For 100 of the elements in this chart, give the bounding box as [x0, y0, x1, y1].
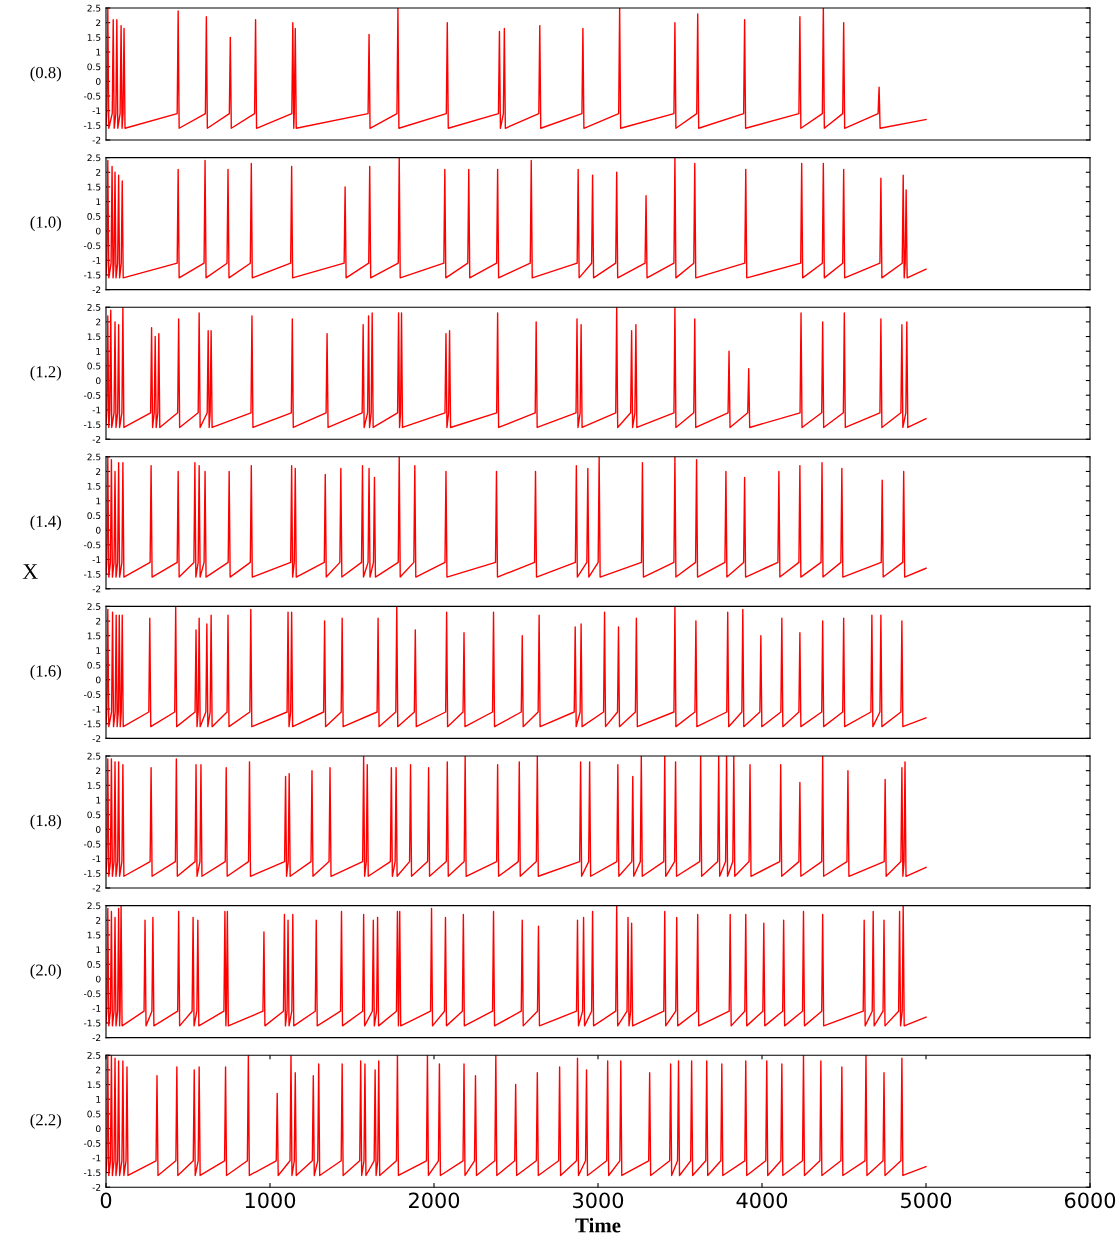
y-tick-label: 0	[95, 526, 101, 534]
y-tick-label: -2	[92, 136, 101, 144]
y-tick-label: 0.5	[87, 213, 101, 220]
y-tick-label: -2	[92, 1034, 101, 1042]
y-tick-label: 2.5	[87, 4, 101, 12]
y-tick-label: -1.5	[83, 720, 101, 728]
y-tick-label: -1	[92, 556, 101, 563]
y-tick-label: -1	[92, 107, 101, 115]
y-tick-label: -0.5	[83, 541, 101, 549]
y-tick-label: 1	[96, 48, 101, 56]
x-tick-label: 2000	[409, 1192, 460, 1209]
y-tick-label: 2.5	[87, 902, 101, 910]
y-tick-label: 0.5	[87, 512, 101, 520]
x-tick-label: 1000	[245, 1192, 296, 1209]
y-tick-label: -1	[92, 257, 101, 264]
y-tick-label: -0.5	[83, 92, 101, 100]
y-tick-label: -2	[92, 286, 101, 294]
y-tick-label: -1.5	[83, 421, 101, 429]
y-tick-label: 2.5	[87, 303, 101, 311]
y-tick-label: 2	[96, 1066, 101, 1074]
y-tick-label: 1	[96, 1096, 101, 1103]
y-tick-label: 0	[95, 1125, 101, 1133]
y-tick-label: 2.5	[87, 752, 101, 760]
y-tick-label: 2	[96, 767, 101, 775]
y-tick-label: 1	[96, 348, 101, 355]
y-tick-label: 0.5	[87, 961, 101, 968]
y-tick-label: -1.5	[83, 271, 101, 279]
y-tick-label: -1	[92, 1005, 101, 1012]
y-tick-label: -0.5	[83, 242, 101, 250]
y-tick-label: 1.5	[87, 931, 101, 939]
y-tick-label: 2	[96, 468, 101, 475]
y-axis-title: (1.0)	[30, 216, 61, 232]
y-tick-label: 2	[96, 169, 101, 176]
x-tick-label: 3000	[573, 1192, 624, 1209]
y-tick-label: -1	[92, 1154, 101, 1162]
line-series	[106, 1055, 927, 1177]
y-axis-title: (2.2)	[30, 1113, 61, 1129]
y-tick-label: 2.5	[87, 1051, 101, 1059]
y-tick-label: 0	[95, 377, 101, 385]
x-axis-title: Time	[575, 1217, 621, 1233]
y-tick-label: -2	[92, 735, 101, 742]
y-tick-label: 0.5	[87, 63, 101, 71]
line-series	[106, 157, 927, 279]
y-axis-title: (1.2)	[30, 365, 61, 381]
line-series	[106, 456, 927, 578]
y-tick-label: 0.5	[87, 1110, 101, 1118]
y-tick-label: -1.5	[83, 1169, 101, 1177]
y-tick-label: 2.5	[87, 453, 101, 461]
y-tick-label: -1	[92, 705, 101, 713]
line-series	[106, 756, 927, 877]
y-tick-label: -0.5	[83, 691, 101, 698]
y-tick-label: 1.5	[87, 632, 101, 640]
y-tick-label: -1.5	[83, 122, 101, 129]
x-tick-label: 5000	[901, 1192, 952, 1209]
y-tick-label: 2	[96, 19, 101, 27]
line-series	[106, 606, 927, 728]
y-tick-label: 2.5	[87, 154, 101, 162]
y-tick-label: -0.5	[83, 1139, 101, 1147]
y-tick-label: -0.5	[83, 990, 101, 998]
y-tick-label: -1.5	[83, 570, 101, 578]
y-tick-label: 1.5	[87, 333, 101, 341]
y-tick-label: -1	[92, 855, 101, 863]
y-tick-label: -1.5	[83, 1019, 101, 1027]
x-tick-label: 4000	[736, 1192, 788, 1209]
y-tick-label: 2	[96, 617, 101, 625]
y-tick-label: 1.5	[87, 183, 101, 191]
line-series	[106, 307, 927, 429]
y-tick-label: 1.5	[87, 34, 101, 41]
y-tick-label: 2.5	[87, 603, 101, 610]
y-tick-label: 1	[96, 946, 101, 954]
y-tick-label: 0	[95, 227, 101, 235]
y-tick-label: 1	[96, 198, 101, 206]
y-tick-label: -2	[92, 884, 101, 892]
y-tick-label: 1.5	[87, 482, 101, 490]
y-tick-label: -2	[92, 435, 101, 443]
y-tick-label: 1	[96, 796, 101, 804]
y-tick-label: 0.5	[87, 661, 101, 669]
y-tick-label: -1	[92, 406, 101, 414]
y-axis-title: (1.6)	[30, 664, 61, 680]
y-tick-label: 1	[96, 497, 101, 505]
y-tick-label: -0.5	[83, 391, 101, 399]
y-tick-label: -2	[92, 585, 101, 593]
y-tick-label: -1.5	[83, 870, 101, 877]
y-axis-title: (0.8)	[30, 66, 61, 82]
y-axis-title: (2.0)	[30, 964, 61, 980]
y-tick-label: 1.5	[87, 782, 101, 789]
y-axis-title: (1.8)	[30, 814, 61, 830]
y-tick-label: -0.5	[83, 840, 101, 848]
y-tick-label: 2	[96, 318, 101, 326]
y-tick-label: 2	[96, 917, 101, 924]
y-tick-label: 0	[95, 78, 101, 85]
y-tick-label: 0.5	[87, 811, 101, 819]
y-tick-label: 0	[95, 676, 101, 684]
y-tick-label: -2	[92, 1183, 101, 1191]
y-tick-label: 1	[96, 647, 101, 654]
x-tick-label: 6000	[1064, 1192, 1116, 1209]
text: X	[22, 564, 38, 579]
line-series	[106, 8, 927, 129]
y-axis-title: (1.4)	[30, 515, 61, 531]
y-tick-label: 0	[95, 975, 101, 983]
